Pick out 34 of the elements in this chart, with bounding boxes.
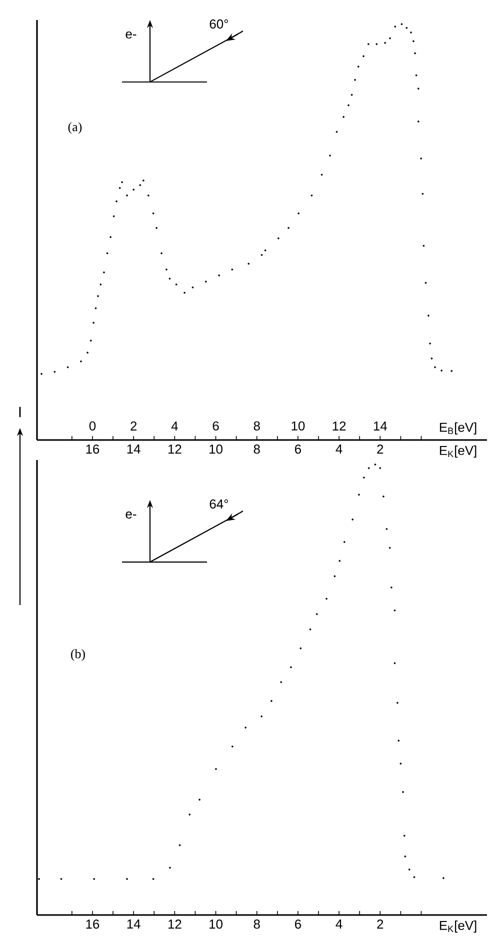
x2-tick-label: 2: [130, 421, 137, 430]
x2-tick-label: 10: [292, 421, 305, 430]
x-tick-label: 2: [377, 444, 384, 454]
x2-tick-label: 14: [374, 422, 387, 430]
y-axis-title: I: [19, 406, 21, 418]
x-tick-label: 8: [254, 444, 260, 454]
x-tick-label: 12: [168, 920, 182, 929]
x-tick-label: 6: [295, 920, 301, 929]
x2-tick-label: 0: [89, 421, 96, 430]
x2-tick-label: 4: [171, 422, 178, 430]
x-tick-label: 16: [86, 444, 100, 454]
x-tick-label: 12: [168, 444, 182, 454]
x2-axis-title: E$_{B}$[eV]: [440, 422, 476, 434]
x-tick-label: 14: [127, 920, 140, 928]
annotation: (a): [68, 122, 82, 134]
x-tick-label: 10: [210, 444, 222, 454]
x2-tick-label: 6: [212, 421, 219, 430]
x-tick-label: 16: [86, 920, 100, 929]
x-axis-title: E$_{K}$[eV]: [440, 446, 476, 458]
x2-tick-label: 12: [332, 421, 346, 430]
annotation: e-: [126, 511, 136, 519]
x-tick-label: 4: [336, 920, 342, 928]
x-axis-title: E$_{K}$[eV]: [440, 920, 476, 933]
annotation: e-: [126, 31, 136, 39]
x-tick-label: 2: [377, 920, 384, 929]
x-tick-label: 8: [254, 920, 260, 929]
x2-tick-label: 8: [254, 421, 260, 430]
x-tick-label: 6: [295, 444, 301, 454]
annotation: 60°: [210, 19, 228, 29]
annotation: (b): [71, 649, 85, 661]
x-tick-label: 10: [210, 920, 222, 929]
x-tick-label: 4: [336, 444, 342, 454]
annotation: 64°: [210, 499, 228, 509]
x-tick-label: 14: [127, 444, 140, 454]
